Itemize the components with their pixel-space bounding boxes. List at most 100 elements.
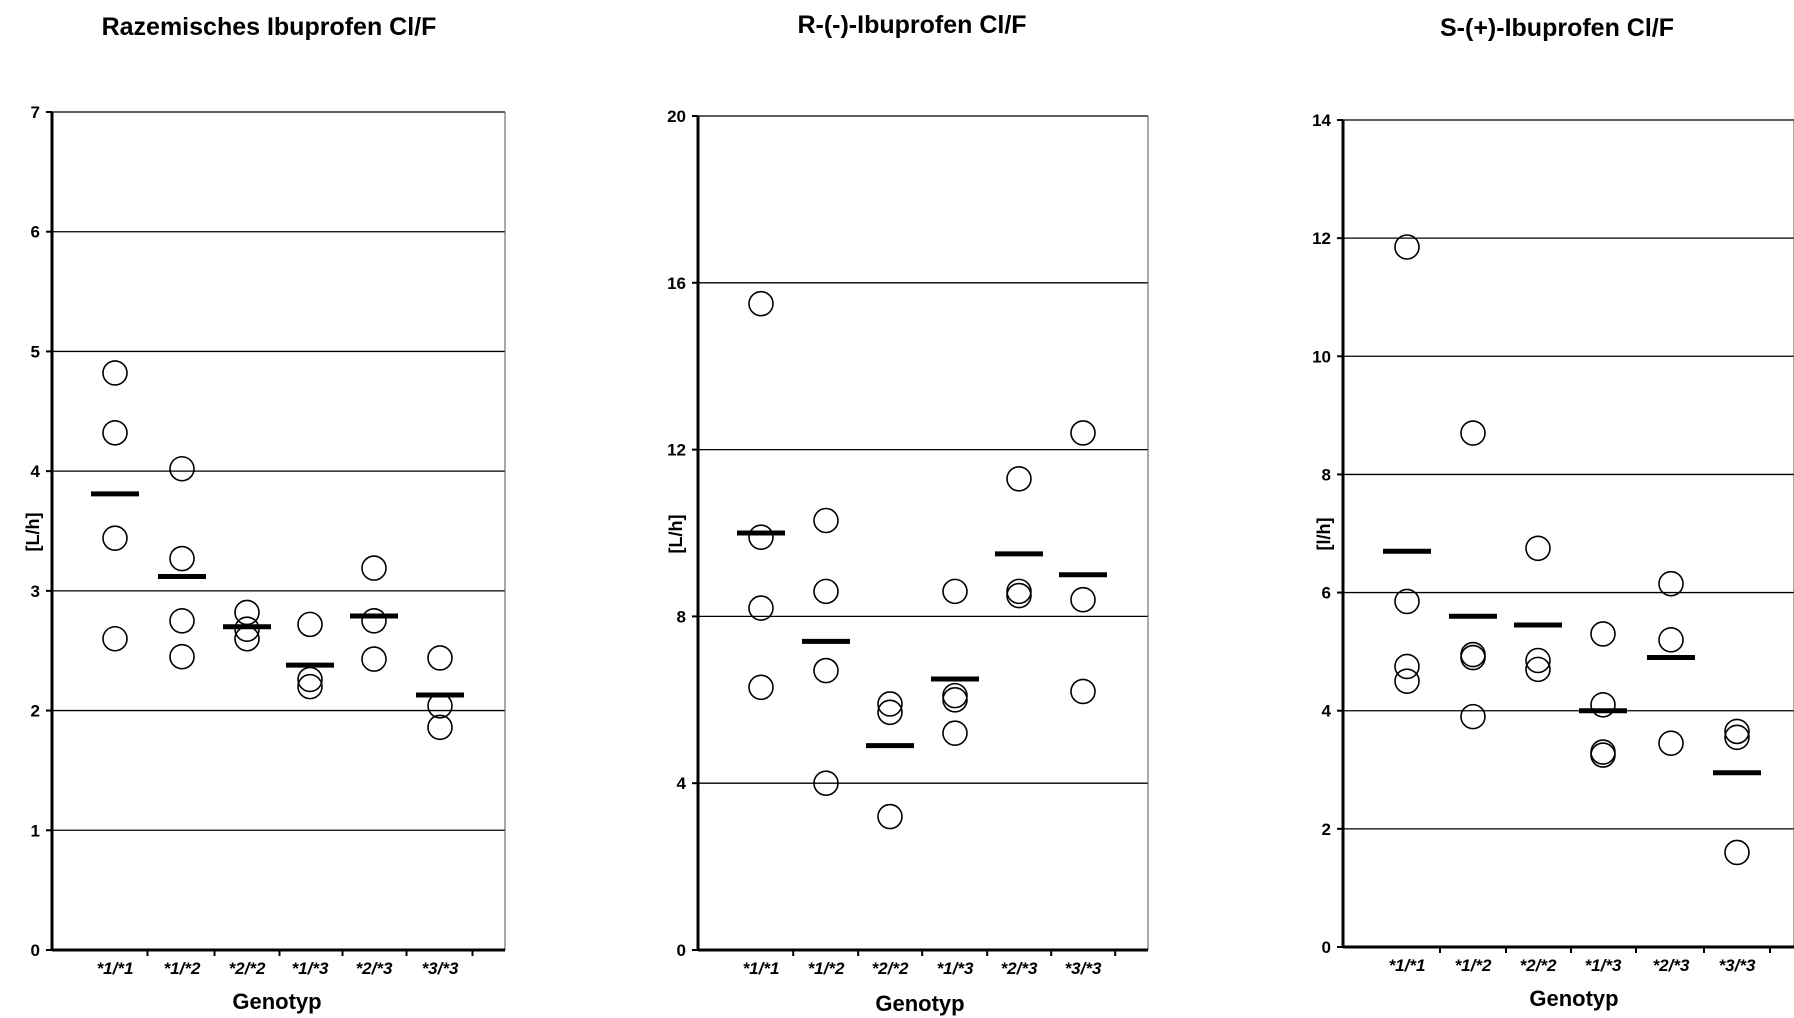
x-tick-label: *1/*1 (97, 959, 134, 978)
y-tick-label: 8 (1322, 465, 1331, 484)
data-point (1394, 588, 1420, 615)
data-point (1006, 465, 1032, 492)
data-point (169, 607, 195, 634)
data-point (297, 666, 323, 693)
data-point (1525, 647, 1551, 674)
axes (1341, 120, 1794, 949)
data-point (169, 455, 195, 482)
gridlines (52, 111, 506, 950)
data-point (1525, 656, 1551, 683)
data-point (297, 673, 323, 700)
data-point (102, 625, 128, 652)
y-tick-label: 6 (31, 223, 40, 242)
chart-panel-r-ibuprofen: R-(-)-Ibuprofen Cl/F [L/h] Genotyp 0 4 8 12… (666, 11, 1149, 1016)
x-tick-label: *2/*3 (1653, 956, 1690, 975)
data-point (102, 360, 128, 386)
y-tick-label: 6 (1322, 584, 1331, 603)
x-tick-label: *3/*3 (422, 959, 459, 978)
x-ticks: *1/*1 *1/*2 *2/*2 *1/*3 *2/*3 *3/*3 (743, 950, 1117, 978)
chart-title: S-(+)-Ibuprofen Cl/F (1440, 14, 1674, 42)
y-ticks: 0 4 8 12 16 20 (667, 107, 698, 960)
chart-title: Razemisches Ibuprofen Cl/F (102, 13, 437, 41)
data-point (1724, 724, 1750, 751)
x-tick-label: *1/*2 (164, 959, 201, 978)
y-tick-label: 2 (31, 702, 40, 721)
data-point (748, 524, 774, 550)
data-point (1460, 703, 1486, 730)
data-point (1394, 668, 1420, 694)
data-points (1394, 234, 1750, 866)
x-tick-label: *1/*2 (1455, 956, 1492, 975)
x-ticks: *1/*1 *1/*2 *2/*2 *1/*3 *2/*3 *3/*3 (97, 950, 474, 978)
x-tick-label: *2/*2 (229, 959, 266, 978)
x-axis-label: Genotyp (875, 991, 964, 1016)
y-tick-label: 0 (31, 941, 40, 960)
x-tick-label: *1/*3 (937, 959, 974, 978)
x-tick-label: *1/*1 (1389, 956, 1426, 975)
x-tick-label: *1/*2 (808, 959, 845, 978)
axes (50, 112, 505, 952)
data-point (234, 625, 260, 652)
data-point (1394, 234, 1420, 260)
data-point (234, 616, 260, 642)
y-tick-label: 2 (1322, 820, 1331, 839)
y-tick-label: 12 (1312, 229, 1331, 248)
y-ticks: 0 1 2 3 4 5 6 7 (31, 103, 52, 960)
data-point (427, 692, 453, 719)
mean-markers (737, 530, 1107, 749)
data-point (1394, 653, 1420, 680)
data-point (1070, 678, 1096, 705)
y-tick-label: 4 (1322, 702, 1332, 721)
data-point (361, 646, 387, 672)
data-point (297, 611, 323, 638)
data-point (1658, 627, 1684, 653)
y-tick-label: 5 (31, 342, 40, 361)
data-point (1658, 730, 1684, 757)
y-tick-label: 7 (31, 103, 40, 122)
data-point (942, 720, 968, 746)
data-point (942, 686, 968, 713)
y-tick-label: 16 (667, 274, 686, 293)
data-point (1724, 718, 1750, 745)
data-point (877, 699, 903, 726)
data-point (102, 525, 128, 551)
y-tick-label: 8 (677, 607, 686, 626)
chart-panel-s-ibuprofen: S-(+)-Ibuprofen Cl/F [l/h] Genotyp 0 2 4 6 8… (1312, 14, 1794, 1011)
x-ticks: *1/*1 *1/*2 *2/*2 *1/*3 *2/*3 *3/*3 (1389, 947, 1771, 975)
y-tick-label: 4 (677, 774, 687, 793)
chart-title: R-(-)-Ibuprofen Cl/F (797, 11, 1026, 39)
data-point (1460, 420, 1486, 446)
x-tick-label: *2/*3 (1001, 959, 1038, 978)
y-tick-label: 10 (1312, 347, 1331, 366)
data-points (748, 290, 1096, 830)
data-point (234, 599, 260, 626)
data-point (813, 578, 839, 605)
data-point (1525, 535, 1551, 562)
data-point (1006, 582, 1032, 609)
data-point (877, 803, 903, 830)
y-axis-label: [L/h] (666, 515, 686, 554)
x-tick-label: *2/*2 (872, 959, 909, 978)
data-point (813, 770, 839, 797)
data-point (1590, 742, 1616, 768)
y-tick-label: 0 (1322, 938, 1331, 957)
data-point (748, 674, 774, 701)
mean-markers (1383, 548, 1761, 776)
data-point (102, 420, 128, 446)
y-tick-label: 14 (1312, 111, 1331, 130)
data-point (169, 643, 195, 670)
x-axis-label: Genotyp (1529, 986, 1618, 1011)
data-point (361, 555, 387, 581)
y-tick-label: 20 (667, 107, 686, 126)
data-point (1070, 586, 1096, 613)
data-point (361, 607, 387, 634)
data-point (1590, 621, 1616, 647)
x-tick-label: *3/*3 (1065, 959, 1102, 978)
data-point (427, 714, 453, 741)
data-point (1070, 420, 1096, 446)
data-points (102, 360, 453, 741)
x-tick-label: *2/*2 (1520, 956, 1557, 975)
gridlines (1343, 119, 1794, 947)
data-point (1460, 644, 1486, 671)
